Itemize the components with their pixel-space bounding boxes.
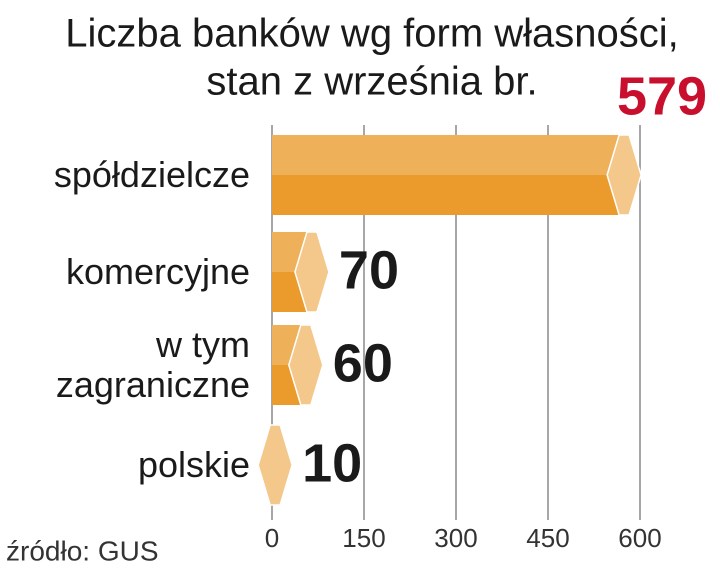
value-label: 10 [302, 433, 362, 493]
x-tick-label: 450 [526, 523, 569, 553]
chart-title: Liczba banków wg form własności, [65, 12, 679, 56]
bar-cap [607, 135, 642, 215]
bar-cap [288, 325, 323, 405]
category-label: spółdzielcze [53, 154, 250, 195]
x-tick-label: 600 [618, 523, 661, 553]
value-label: 60 [333, 333, 393, 393]
chart-subtitle: stan z września br. [206, 60, 537, 104]
bar-cap-shade [257, 424, 293, 506]
category-label: w tym zagraniczne [55, 324, 250, 405]
category-label: polskie [137, 444, 250, 485]
source: źródło: GUS [6, 535, 159, 566]
bar-bottom [272, 175, 628, 215]
bar-cap-shade [606, 134, 642, 216]
x-tick-label: 150 [342, 523, 385, 553]
bar-top-shade [272, 135, 628, 175]
bar-cap [258, 425, 293, 505]
value-label: 579 [617, 66, 707, 126]
category-label: komercyjne [65, 251, 250, 292]
bar-cap [294, 232, 329, 312]
x-tick-label: 0 [265, 523, 279, 553]
bar-cap-shade [294, 231, 330, 313]
x-tick-label: 300 [434, 523, 477, 553]
value-label: 70 [339, 240, 399, 300]
bar-cap-shade [288, 324, 324, 406]
bar-top [272, 135, 628, 175]
